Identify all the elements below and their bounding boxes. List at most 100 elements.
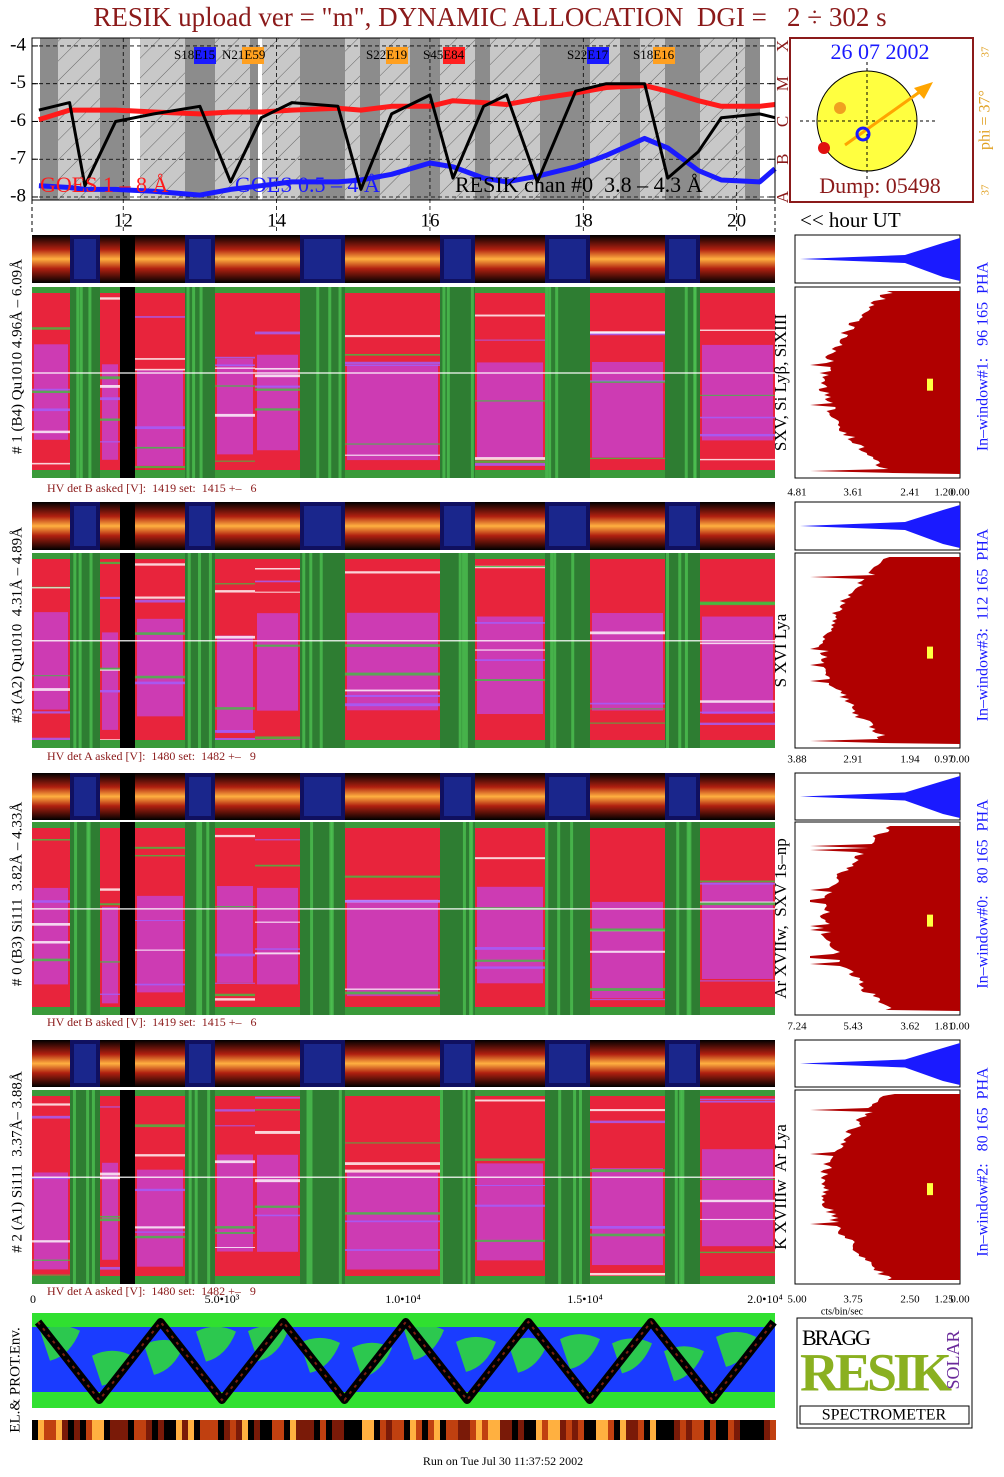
spectrogram-line	[345, 988, 440, 990]
spectrogram-line	[215, 993, 255, 997]
env-strip-cell	[164, 1420, 170, 1440]
env-strip-cell	[686, 1420, 692, 1440]
pha-tick-label: 5.43	[843, 1021, 863, 1033]
spectrogram-line	[32, 587, 70, 589]
env-strip-cell	[80, 1420, 86, 1440]
strip-cell	[135, 235, 185, 283]
spectrogram-edge	[255, 740, 300, 748]
sun-spot	[855, 126, 871, 142]
series-line	[38, 82, 776, 191]
spectrogram-stripe	[74, 822, 78, 1015]
spectrogram-cell	[592, 361, 663, 458]
pha-tick-label: 4.81	[787, 487, 806, 499]
spectrogram-line	[255, 331, 300, 335]
strip-cell	[32, 235, 70, 283]
spectrogram-line	[475, 959, 545, 962]
spectrogram-line	[590, 1272, 665, 1276]
env-strip-cell	[152, 1420, 158, 1440]
env-strip-cell	[530, 1420, 536, 1440]
spectrogram-cell	[347, 612, 438, 711]
spectrogram-cell	[702, 1149, 773, 1247]
env-strip-cell	[86, 1420, 92, 1440]
spectrogram-edge	[345, 287, 440, 293]
spectrogram-line	[345, 364, 440, 367]
spectrogram-line	[700, 1218, 775, 1221]
spectrogram-line	[32, 1103, 70, 1106]
spectrogram-line	[32, 327, 70, 330]
strip-cell	[475, 502, 545, 550]
legend-entry: RESIK chan #0 3.8 – 4.3 Å	[455, 172, 703, 197]
spectrogram-line	[32, 688, 70, 691]
spectrogram-cell	[217, 1154, 253, 1252]
spectrogram-edge	[475, 553, 545, 559]
pha-tick-label: 1.20	[934, 487, 954, 499]
spectrogram-cell	[347, 899, 438, 997]
strip-cell	[700, 1040, 775, 1087]
spectrogram-line	[32, 838, 70, 841]
spectrogram-line	[345, 1142, 440, 1144]
spectrogram-edge	[700, 1090, 775, 1096]
env-strip-cell	[446, 1420, 452, 1440]
env-strip-cell	[290, 1420, 296, 1440]
env-strip-cell	[620, 1420, 626, 1440]
spectrogram-line	[32, 390, 70, 394]
env-strip-cell	[386, 1420, 392, 1440]
pha-tick-label: 5.00	[787, 1294, 807, 1306]
spectrogram-line	[590, 1120, 665, 1124]
env-strip-cell	[380, 1420, 386, 1440]
spectrogram-stripe	[78, 553, 82, 748]
strip-speckle	[74, 777, 96, 816]
spectrogram-line	[345, 353, 440, 356]
spectrogram-cell	[34, 887, 68, 985]
spectrogram-line	[255, 1109, 300, 1111]
env-strip-cell	[746, 1420, 752, 1440]
spectrogram-line	[100, 376, 120, 380]
y-tick-label: -5	[10, 72, 26, 93]
detector-label: # 2 (A1) Si111 3.37Å– 3.88Å	[9, 1071, 25, 1253]
env-tick-label: 1.0•10⁴	[385, 1292, 420, 1306]
spectrogram-line	[345, 571, 440, 574]
spectrogram-cell	[665, 553, 700, 748]
spectrogram-line	[255, 952, 300, 955]
env-strip-cell	[638, 1420, 644, 1440]
env-strip-cell	[668, 1420, 674, 1440]
env-track-core	[37, 1320, 775, 1402]
spectrogram-line	[215, 953, 255, 957]
spectrogram-line	[475, 659, 545, 662]
strip-cell	[215, 1040, 255, 1087]
spectrogram-line	[590, 950, 665, 953]
sun-panel: 26 07 2002 Dump: 05498 phi = 37° 37 37	[789, 37, 994, 203]
spectrogram-edge	[255, 470, 300, 478]
series-line	[38, 135, 777, 198]
spectrogram-stripe	[681, 1090, 685, 1284]
spectrogram-edge	[590, 740, 665, 748]
spectrogram-line	[32, 923, 70, 926]
spectrogram-edge	[215, 470, 255, 478]
env-tick-label: 1.5•10⁴	[567, 1292, 602, 1306]
annotation-box	[653, 47, 675, 64]
spectrogram-line	[345, 689, 440, 692]
spectrogram-line	[475, 1158, 545, 1161]
env-strip-cell	[404, 1420, 410, 1440]
annotation: S18E15	[174, 47, 215, 62]
spectrogram-line	[32, 388, 70, 391]
env-strip-cell	[674, 1420, 680, 1440]
spectrogram-line	[32, 1259, 70, 1261]
spectrogram-line	[32, 1115, 70, 1119]
spectrogram-line	[345, 1249, 440, 1251]
spectrogram-line	[475, 314, 545, 317]
env-strip-cell	[416, 1420, 422, 1440]
spectrogram-line	[100, 961, 120, 963]
spectrogram-cell	[102, 364, 118, 460]
spectrogram-cell	[120, 822, 135, 1015]
spectrogram-cell	[592, 1168, 663, 1266]
env-band	[32, 1392, 775, 1408]
spectrogram-line	[32, 462, 70, 465]
strip-cell	[100, 502, 120, 550]
spectrogram-line	[135, 1231, 185, 1233]
strip-cell	[120, 1040, 135, 1087]
spectrogram-cell	[665, 822, 700, 1015]
env-strip-cell	[728, 1420, 734, 1440]
spectrogram-stripe	[545, 287, 549, 478]
spectrogram-cell	[102, 632, 118, 730]
